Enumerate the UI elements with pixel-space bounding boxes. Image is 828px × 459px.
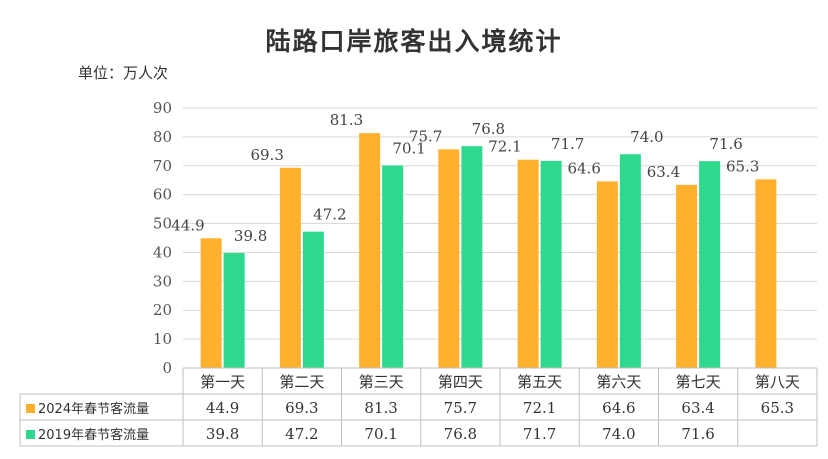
table-value: 69.3: [285, 399, 318, 417]
bar-series-2024: [438, 149, 460, 368]
table-value: 65.3: [761, 399, 794, 417]
data-label: 71.6: [709, 135, 742, 153]
data-label: 69.3: [250, 146, 283, 164]
bar-series-2019: [540, 160, 562, 368]
bar-series-2024: [359, 133, 381, 368]
bar-series-2019: [223, 253, 245, 368]
x-category-label: 第一天: [200, 373, 245, 391]
table-value: 81.3: [364, 399, 397, 417]
data-label: 72.1: [488, 138, 521, 156]
x-category-label: 第五天: [517, 373, 562, 391]
data-label: 74.0: [630, 128, 663, 146]
data-label: 47.2: [313, 206, 346, 224]
table-value: 75.7: [444, 399, 477, 417]
data-label: 71.7: [551, 135, 584, 153]
data-label: 81.3: [330, 111, 363, 129]
y-tick-label: 80: [153, 128, 172, 146]
y-tick-label: 20: [153, 301, 172, 319]
data-label: 70.1: [392, 139, 425, 157]
y-tick-label: 90: [153, 99, 172, 117]
bar-series-2019: [699, 161, 721, 368]
legend-swatch: [26, 430, 35, 439]
y-tick-label: 30: [153, 272, 172, 290]
table-value: 71.6: [681, 425, 714, 443]
table-value: 74.0: [602, 425, 635, 443]
table-value: 63.4: [681, 399, 714, 417]
bar-series-2024: [200, 238, 222, 368]
data-label: 39.8: [234, 227, 267, 245]
table-value: 64.6: [602, 399, 635, 417]
table-value: 47.2: [285, 425, 318, 443]
bar-series-2024: [517, 159, 539, 368]
bar-series-2019: [382, 165, 404, 368]
table-value: 39.8: [206, 425, 239, 443]
data-label: 64.6: [567, 159, 600, 177]
data-label: 75.7: [409, 127, 442, 145]
data-label: 76.8: [472, 120, 505, 138]
y-tick-label: 60: [153, 186, 172, 204]
bar-series-2024: [279, 167, 301, 368]
legend-swatch: [26, 404, 35, 413]
bar-series-2024: [755, 179, 777, 368]
table-value: 71.7: [523, 425, 556, 443]
table-value: 76.8: [444, 425, 477, 443]
legend-series-name: 2019年春节客流量: [38, 427, 149, 443]
y-tick-label: 10: [153, 330, 172, 348]
bar-series-2024: [596, 181, 618, 368]
data-label: 63.4: [647, 163, 680, 181]
unit-label: 单位：万人次: [78, 64, 169, 82]
table-value: 70.1: [364, 425, 397, 443]
x-category-label: 第六天: [596, 373, 641, 391]
x-category-label: 第三天: [359, 373, 404, 391]
y-tick-label: 40: [153, 243, 172, 261]
legend-series-name: 2024年春节客流量: [38, 401, 149, 417]
x-category-label: 第四天: [438, 373, 483, 391]
bar-series-2019: [619, 154, 641, 368]
x-category-label: 第八天: [755, 373, 800, 391]
bar-series-2019: [461, 146, 483, 368]
table-value: 72.1: [523, 399, 556, 417]
x-category-label: 第七天: [676, 373, 721, 391]
chart-title: 陆路口岸旅客出入境统计: [265, 27, 563, 56]
x-category-label: 第二天: [279, 373, 324, 391]
bar-series-2019: [302, 231, 324, 368]
y-tick-label: 70: [153, 157, 172, 175]
bar-series-2024: [676, 184, 698, 368]
y-tick-label: 50: [153, 215, 172, 233]
table-value: 44.9: [206, 399, 239, 417]
y-tick-label: 0: [162, 359, 172, 377]
data-label: 44.9: [171, 216, 204, 234]
data-label: 65.3: [726, 157, 759, 175]
